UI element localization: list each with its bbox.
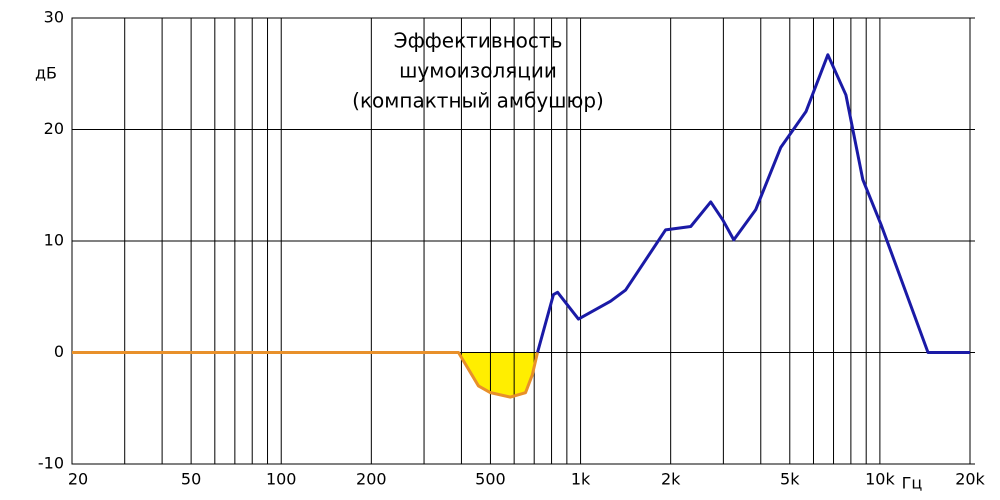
chart-title: Эффективность	[394, 29, 563, 53]
x-tick-label: 20	[68, 470, 88, 489]
x-tick-label: 2k	[661, 470, 681, 489]
x-axis-label: Гц	[902, 474, 923, 493]
x-tick-label: 1k	[571, 470, 591, 489]
y-axis-label: дБ	[35, 64, 57, 83]
x-tick-label: 50	[181, 470, 201, 489]
x-tick-label: 20k	[955, 470, 985, 489]
x-tick-label: 10k	[865, 470, 895, 489]
x-tick-label: 5k	[780, 470, 800, 489]
y-tick-label: 20	[44, 119, 64, 138]
plot-frame	[71, 17, 971, 465]
y-tick-label: -10	[38, 454, 64, 473]
x-tick-label: 500	[475, 470, 506, 489]
y-tick-label: 10	[44, 231, 64, 250]
y-tick-label: 30	[44, 8, 64, 27]
y-tick-label: 0	[54, 342, 64, 361]
series-line	[72, 351, 539, 399]
chart-title: (компактный амбушюр)	[352, 89, 604, 113]
series-line	[536, 53, 970, 354]
x-tick-label: 200	[356, 470, 387, 489]
chart-title: шумоизоляции	[399, 59, 557, 83]
x-tick-label: 100	[266, 470, 297, 489]
